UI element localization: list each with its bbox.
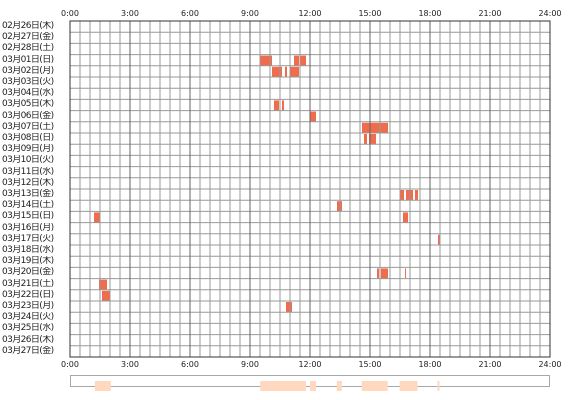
day-label: 03月19日(木) bbox=[2, 256, 54, 267]
day-label: 03月14日(土) bbox=[2, 200, 54, 211]
top-hour-label: 0:00 bbox=[61, 9, 79, 18]
day-label: 03月05日(木) bbox=[2, 99, 54, 110]
activity-block bbox=[381, 268, 388, 279]
day-label: 03月09日(月) bbox=[2, 144, 54, 155]
day-label: 03月01日(日) bbox=[2, 54, 54, 65]
top-hour-label: 15:00 bbox=[358, 9, 382, 18]
activity-block bbox=[377, 268, 379, 279]
activity-block bbox=[403, 212, 408, 223]
day-label: 03月15日(日) bbox=[2, 211, 54, 222]
day-label: 03月08日(日) bbox=[2, 133, 54, 143]
day-label: 02月28日(土) bbox=[2, 43, 54, 54]
day-label: 02月27日(金) bbox=[2, 32, 54, 43]
activity-block bbox=[415, 190, 418, 201]
summary-block bbox=[361, 381, 388, 391]
top-hour-label: 18:00 bbox=[418, 9, 442, 18]
day-label: 03月13日(金) bbox=[2, 189, 54, 199]
day-label: 03月23日(月) bbox=[2, 301, 54, 311]
activity-block bbox=[362, 122, 388, 133]
day-label: 03月20日(金) bbox=[2, 267, 54, 278]
activity-block bbox=[364, 134, 367, 145]
top-hour-label: 6:00 bbox=[181, 9, 199, 18]
activity-block bbox=[274, 100, 279, 111]
bottom-hour-label: 24:00 bbox=[538, 360, 562, 369]
activity-block bbox=[290, 66, 299, 77]
day-label: 03月26日(木) bbox=[2, 334, 54, 345]
day-label: 03月10日(火) bbox=[2, 155, 54, 166]
activity-block bbox=[102, 290, 110, 301]
top-hour-label: 24:00 bbox=[538, 9, 562, 18]
day-label: 03月03日(火) bbox=[2, 77, 54, 87]
summary-block bbox=[336, 381, 342, 391]
activity-summary-bar bbox=[70, 375, 550, 391]
day-label: 03月21日(土) bbox=[2, 278, 54, 289]
day-label: 03月06日(金) bbox=[2, 110, 54, 121]
summary-block bbox=[310, 381, 316, 391]
day-label: 03月04日(水) bbox=[2, 88, 54, 99]
grid-border bbox=[69, 20, 551, 358]
summary-block bbox=[260, 381, 307, 391]
summary-block bbox=[437, 381, 440, 391]
activity-block bbox=[310, 111, 316, 122]
day-label: 03月12日(木) bbox=[2, 177, 54, 188]
day-label: 03月18日(水) bbox=[2, 245, 54, 255]
bottom-hour-label: 12:00 bbox=[298, 360, 322, 369]
day-label: 03月27日(金) bbox=[2, 345, 54, 356]
activity-block bbox=[294, 55, 299, 66]
activity-block bbox=[285, 66, 287, 77]
summary-block bbox=[94, 381, 111, 391]
bottom-hour-label: 3:00 bbox=[121, 360, 139, 369]
day-label: 03月16日(月) bbox=[2, 222, 54, 233]
activity-block bbox=[94, 212, 100, 223]
day-label: 03月17日(火) bbox=[2, 233, 54, 244]
activity-block bbox=[400, 190, 404, 201]
top-hour-label: 21:00 bbox=[478, 9, 502, 18]
bottom-hour-label: 15:00 bbox=[358, 360, 382, 369]
day-label: 03月25日(水) bbox=[2, 323, 54, 334]
bottom-hour-label: 0:00 bbox=[61, 360, 79, 369]
day-label: 02月26日(木) bbox=[2, 21, 54, 31]
day-label: 03月11日(水) bbox=[2, 166, 54, 177]
activity-block bbox=[282, 100, 284, 111]
day-label: 03月22日(日) bbox=[2, 289, 54, 300]
bottom-hour-label: 18:00 bbox=[418, 360, 442, 369]
day-label: 03月24日(火) bbox=[2, 312, 54, 323]
activity-block bbox=[369, 134, 376, 145]
bottom-hour-label: 6:00 bbox=[181, 360, 199, 369]
top-hour-label: 12:00 bbox=[298, 9, 322, 18]
activity-block bbox=[272, 66, 282, 77]
activity-block bbox=[405, 268, 406, 279]
day-label: 03月02日(月) bbox=[2, 65, 54, 76]
activity-block bbox=[286, 302, 292, 313]
day-label: 03月07日(土) bbox=[2, 121, 54, 132]
activity-block bbox=[260, 55, 272, 66]
top-hour-label: 3:00 bbox=[121, 9, 139, 18]
activity-block bbox=[300, 55, 306, 66]
bottom-hour-label: 21:00 bbox=[478, 360, 502, 369]
activity-block bbox=[438, 234, 440, 245]
top-hour-label: 9:00 bbox=[241, 9, 259, 18]
summary-block bbox=[399, 381, 418, 391]
bottom-hour-label: 9:00 bbox=[241, 360, 259, 369]
activity-block bbox=[99, 279, 107, 290]
